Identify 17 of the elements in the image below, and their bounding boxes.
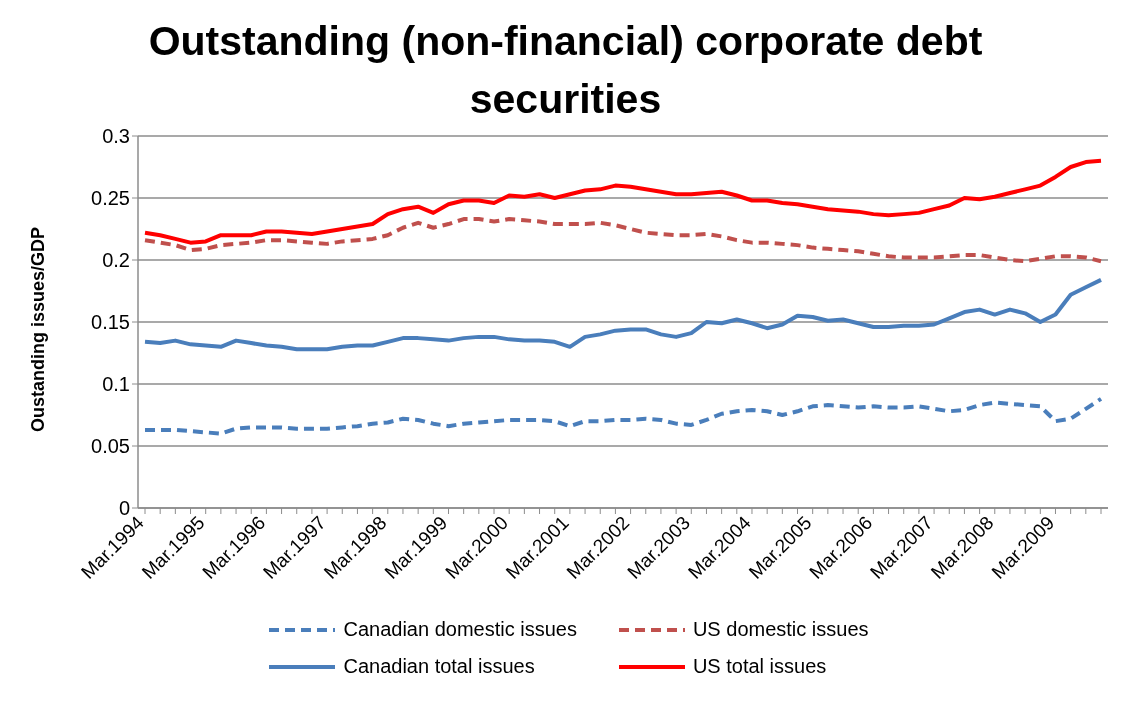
line-series xyxy=(143,158,1103,245)
line-series xyxy=(143,277,1103,352)
legend-label: Canadian total issues xyxy=(343,655,535,678)
y-axis-title: Oustanding issues/GDP xyxy=(28,226,49,432)
line-series xyxy=(143,396,1103,436)
legend-label: US total issues xyxy=(692,655,827,678)
y-tick-label: 0 xyxy=(118,497,130,520)
line-series xyxy=(143,217,1103,264)
y-tick-label: 0.3 xyxy=(102,125,130,148)
y-tick-label: 0.25 xyxy=(91,187,130,210)
y-tick-label: 0.1 xyxy=(102,373,130,396)
y-tick-label: 0.05 xyxy=(91,435,130,458)
chart-title: Outstanding (non-financial) corporate debt securities xyxy=(148,18,983,122)
y-tick-label: 0.2 xyxy=(102,249,130,272)
y-tick-label: 0.15 xyxy=(91,311,130,334)
legend-label: Canadian domestic issues xyxy=(343,618,577,641)
legend-label: US domestic issues xyxy=(692,618,869,641)
